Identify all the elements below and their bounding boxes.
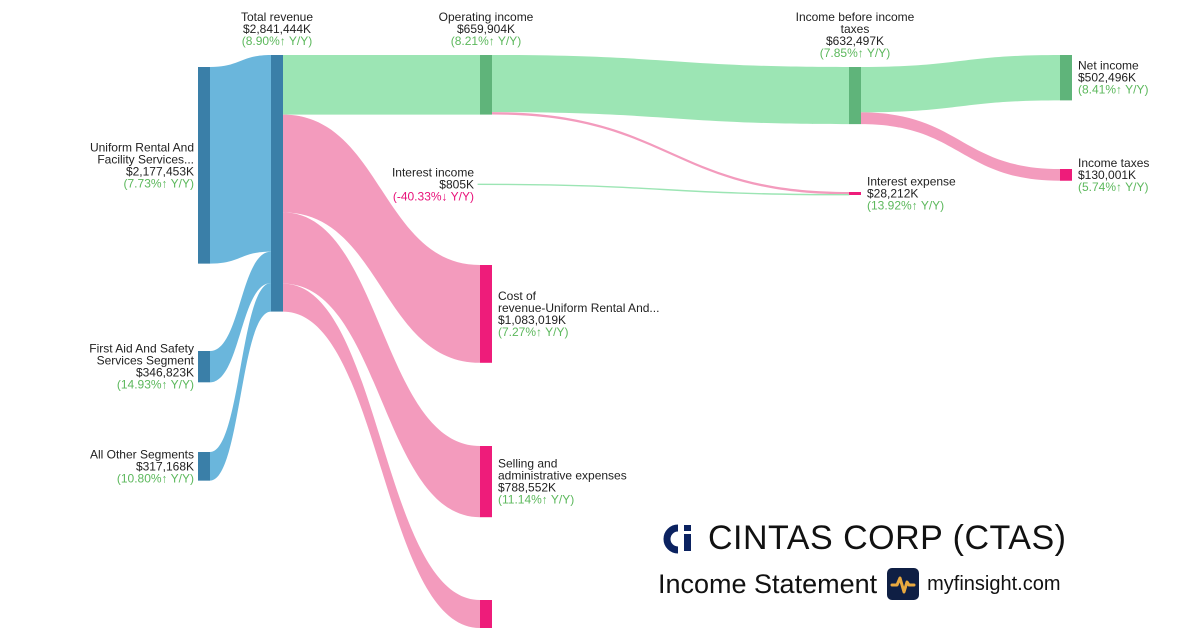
node-value-sga: $788,552K bbox=[498, 481, 556, 495]
node-label-sga: administrative expenses bbox=[498, 469, 627, 483]
node-label-firstaid: First Aid And Safety bbox=[89, 342, 194, 356]
node-label-sga: Selling and bbox=[498, 457, 557, 471]
link-revenue-to-opinc bbox=[283, 55, 480, 115]
link-opinc-to-intexp bbox=[492, 112, 849, 195]
node-growth-other: (10.80%↑ Y/Y) bbox=[117, 471, 194, 485]
node-growth-opinc: (8.21%↑ Y/Y) bbox=[451, 34, 521, 48]
node-sga bbox=[480, 446, 492, 518]
link-opinc-to-ibt bbox=[492, 55, 849, 125]
node-value-intexp: $28,212K bbox=[867, 187, 918, 201]
node-growth-uniform: (7.73%↑ Y/Y) bbox=[124, 176, 194, 190]
myfinsight-site-link[interactable]: myfinsight.com bbox=[927, 572, 1061, 595]
node-uniform bbox=[198, 67, 210, 264]
node-label-intexp: Interest expense bbox=[867, 175, 956, 189]
node-growth-tax: (5.74%↑ Y/Y) bbox=[1078, 180, 1148, 194]
node-value-other: $317,168K bbox=[136, 459, 194, 473]
node-value-ibt: $632,497K bbox=[826, 34, 884, 48]
node-growth-revenue: (8.90%↑ Y/Y) bbox=[242, 34, 312, 48]
node-firstaid bbox=[198, 351, 210, 383]
node-label-netinc: Net income bbox=[1078, 59, 1139, 73]
node-intexp bbox=[849, 192, 861, 195]
myfinsight-logo-icon bbox=[887, 568, 920, 600]
link-ibt-to-tax bbox=[861, 112, 1060, 181]
node-growth-intexp: (13.92%↑ Y/Y) bbox=[867, 199, 944, 213]
node-label-other: All Other Segments bbox=[90, 447, 194, 461]
link-ibt-to-netinc bbox=[861, 55, 1060, 113]
node-netinc bbox=[1060, 55, 1072, 101]
node-value-intinc: $805K bbox=[439, 177, 474, 191]
node-value-opinc: $659,904K bbox=[457, 22, 515, 36]
sankey-nodes bbox=[198, 55, 1072, 628]
link-revenue-to-cor2 bbox=[283, 283, 480, 628]
brand-title-row: CINTAS CORP (CTAS) bbox=[658, 514, 1066, 562]
node-label-cor: Cost of bbox=[498, 289, 537, 303]
node-other bbox=[198, 452, 210, 481]
node-label-uniform: Facility Services... bbox=[97, 152, 194, 166]
statement-subtitle: Income Statement bbox=[658, 568, 878, 599]
node-label-uniform: Uniform Rental And bbox=[90, 140, 194, 154]
link-other-to-revenue bbox=[210, 282, 271, 481]
link-firstaid-to-revenue bbox=[210, 251, 271, 383]
node-growth-ibt: (7.85%↑ Y/Y) bbox=[820, 46, 890, 60]
node-tax bbox=[1060, 169, 1072, 181]
node-value-firstaid: $346,823K bbox=[136, 366, 194, 380]
link-revenue-to-cor bbox=[283, 114, 480, 363]
brand-block: CINTAS CORP (CTAS) Income Statement myfi… bbox=[658, 514, 1178, 614]
node-label-firstaid: Services Segment bbox=[97, 354, 195, 368]
company-title: CINTAS CORP (CTAS) bbox=[708, 518, 1067, 557]
sankey-links bbox=[210, 55, 1060, 628]
node-revenue bbox=[271, 55, 283, 312]
node-ibt bbox=[849, 67, 861, 125]
node-value-netinc: $502,496K bbox=[1078, 71, 1136, 85]
node-label-ibt: Income before income bbox=[796, 10, 915, 24]
node-growth-firstaid: (14.93%↑ Y/Y) bbox=[117, 378, 194, 392]
node-growth-cor: (7.27%↑ Y/Y) bbox=[498, 325, 568, 339]
link-uniform-to-revenue bbox=[210, 55, 271, 264]
node-label-opinc: Operating income bbox=[439, 10, 534, 24]
node-label-intinc: Interest income bbox=[392, 165, 474, 179]
node-value-cor: $1,083,019K bbox=[498, 313, 566, 327]
cintas-logo-icon bbox=[663, 524, 691, 554]
brand-subtitle-row: Income Statement myfinsight.com bbox=[658, 566, 1061, 602]
node-value-uniform: $2,177,453K bbox=[126, 164, 194, 178]
node-label-tax: Income taxes bbox=[1078, 156, 1149, 170]
node-value-tax: $130,001K bbox=[1078, 168, 1136, 182]
node-label-revenue: Total revenue bbox=[241, 10, 313, 24]
node-growth-intinc: (-40.33%↓ Y/Y) bbox=[393, 189, 474, 203]
node-growth-sga: (11.14%↑ Y/Y) bbox=[498, 493, 574, 507]
node-label-ibt: taxes bbox=[841, 22, 870, 36]
node-opinc bbox=[480, 55, 492, 115]
node-value-revenue: $2,841,444K bbox=[243, 22, 311, 36]
node-cor2 bbox=[480, 600, 492, 628]
node-growth-netinc: (8.41%↑ Y/Y) bbox=[1078, 83, 1148, 97]
node-label-cor: revenue-Uniform Rental And... bbox=[498, 301, 659, 315]
link-revenue-to-sga bbox=[283, 212, 480, 518]
node-cor bbox=[480, 265, 492, 363]
